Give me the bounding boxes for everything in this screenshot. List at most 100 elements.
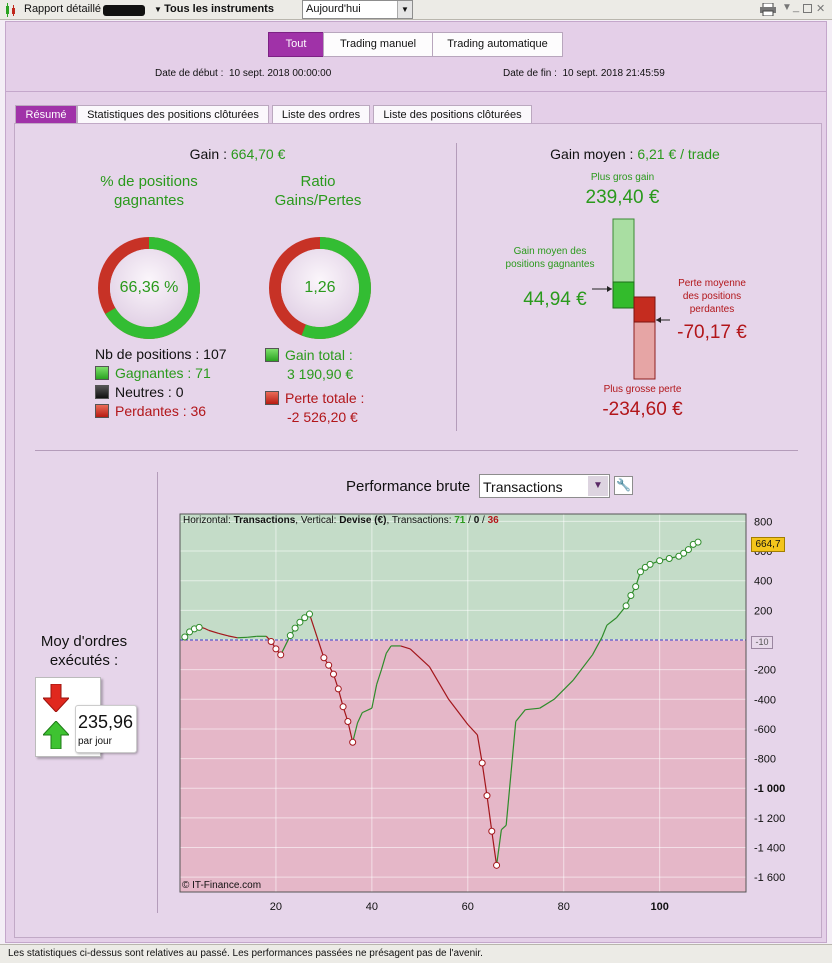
- period-select[interactable]: Aujourd'hui ▼: [302, 0, 413, 19]
- max-loss-value: -234,60 €: [602, 399, 683, 420]
- loss-total: Perte totale : -2 526,20 €: [265, 389, 364, 427]
- y-tick-label: -200: [754, 665, 776, 677]
- chart-settings-button[interactable]: 🔧: [614, 476, 633, 495]
- data-point: [334, 685, 342, 693]
- header-divider: [6, 91, 826, 92]
- data-point: [646, 560, 654, 568]
- avg-losers-value: -70,17 €: [677, 322, 747, 343]
- series-segment: [467, 724, 478, 736]
- series-segment: [385, 645, 392, 654]
- data-point: [483, 792, 491, 800]
- orders-title: Moy d'ordres exécutés :: [40, 633, 128, 669]
- instrument-label: Tous les instruments: [164, 3, 274, 15]
- series-segment: [510, 721, 517, 774]
- gain-total-swatch: [265, 348, 279, 362]
- data-point: [339, 703, 347, 711]
- redacted-account: [103, 5, 145, 16]
- x-tick-label: 40: [366, 901, 378, 913]
- window-menu-icon[interactable]: ▼: [782, 2, 792, 13]
- data-point: [493, 861, 501, 869]
- series-segment: [495, 829, 502, 866]
- gain-total: Gain total : 3 190,90 €: [265, 346, 353, 384]
- last-value-badge: 664,7: [751, 537, 785, 552]
- series-segment: [601, 624, 608, 638]
- winners-row: Gagnantes : 71: [95, 365, 211, 381]
- loss-total-label: Perte totale :: [285, 390, 365, 406]
- series-segment: [486, 795, 493, 832]
- tab-summary[interactable]: Résumé: [15, 105, 77, 124]
- maximize-icon[interactable]: [803, 4, 812, 13]
- series-segment: [347, 721, 354, 743]
- close-icon[interactable]: ✕: [816, 3, 826, 15]
- minimize-icon[interactable]: _: [793, 1, 800, 13]
- data-point: [632, 583, 640, 591]
- avg-gain-heading: Gain moyen : 6,21 € / trade: [470, 146, 800, 162]
- status-bar: Les statistiques ci-dessus sont relative…: [0, 944, 832, 963]
- x-tick-label: 100: [650, 901, 668, 913]
- info-prefix: Horizontal:: [183, 515, 234, 526]
- tab-closed-stats[interactable]: Statistiques des positions clôturées: [77, 105, 269, 124]
- gain-heading: Gain : 664,70 €: [100, 146, 375, 162]
- series-segment: [208, 629, 219, 634]
- winners-swatch: [95, 366, 109, 380]
- instrument-dropdown[interactable]: ▼ Tous les instruments: [154, 3, 274, 15]
- data-point: [306, 610, 314, 618]
- series-segment: [515, 709, 526, 722]
- dropdown-arrow-icon: ▼: [154, 5, 165, 14]
- series-segment: [400, 645, 411, 650]
- plot-border: [179, 513, 747, 893]
- filter-all-button[interactable]: Tout: [268, 32, 324, 57]
- print-icon[interactable]: [760, 2, 776, 17]
- filter-auto-button[interactable]: Trading automatique: [432, 32, 563, 57]
- gain-label: Gain :: [189, 146, 227, 162]
- gain-loss-bars: [592, 218, 670, 380]
- tab-orders[interactable]: Liste des ordres: [272, 105, 370, 124]
- series-segment: [481, 762, 488, 796]
- series-segment: [227, 635, 238, 639]
- x-tick-label: 60: [462, 901, 474, 913]
- series-segment: [500, 824, 507, 831]
- perf-select[interactable]: Transactions ▼: [479, 474, 610, 498]
- chart-vertical-divider: [157, 472, 158, 913]
- series-segment: [362, 707, 373, 714]
- gain-total-value: 3 190,90 €: [287, 366, 354, 382]
- ratio-title: Ratio Gains/Pertes: [274, 173, 362, 209]
- series-segment: [525, 707, 540, 711]
- y-tick-label: -1 400: [754, 843, 785, 855]
- data-point: [329, 670, 337, 678]
- data-point: [627, 592, 635, 600]
- series-segment: [505, 773, 512, 826]
- info-mid: , Vertical:: [295, 515, 340, 526]
- title-bar: Rapport détaillé ▼ Tous les instruments …: [0, 0, 832, 20]
- data-point: [272, 645, 280, 653]
- series-segment: [409, 648, 430, 668]
- info-sep2: /: [479, 515, 488, 526]
- donut-win-arc: [98, 237, 200, 339]
- period-value: Aujourd'hui: [306, 3, 361, 15]
- filter-manual-button[interactable]: Trading manuel: [323, 32, 433, 57]
- max-gain-label: Plus gros gain: [590, 172, 655, 183]
- x-tick-label: 20: [270, 901, 282, 913]
- data-point: [665, 554, 673, 562]
- y-tick-label: -400: [754, 694, 776, 706]
- neutral-count: Neutres : 0: [115, 384, 184, 400]
- tab-closed-list[interactable]: Liste des positions clôturées: [373, 105, 532, 124]
- info-winners: 71: [454, 515, 466, 526]
- series-segment: [380, 653, 387, 670]
- y-tick-label: 800: [754, 516, 772, 528]
- end-date: Date de fin : 10 sept. 2018 21:45:59: [503, 68, 665, 79]
- info-h: Transactions: [233, 515, 296, 526]
- data-point: [277, 651, 285, 659]
- section-divider: [35, 450, 798, 451]
- data-point: [684, 546, 692, 554]
- series-segment: [539, 698, 555, 709]
- series-segment: [376, 669, 383, 685]
- series-segment: [356, 712, 363, 724]
- orders-card: 235,96 par jour: [35, 677, 137, 757]
- arrow-up-icon: [43, 721, 69, 749]
- chart-negative-zone: [180, 640, 746, 892]
- series-segment: [606, 617, 617, 626]
- data-point: [286, 632, 294, 640]
- avg-loss-bar: [633, 296, 656, 323]
- data-point: [344, 718, 352, 726]
